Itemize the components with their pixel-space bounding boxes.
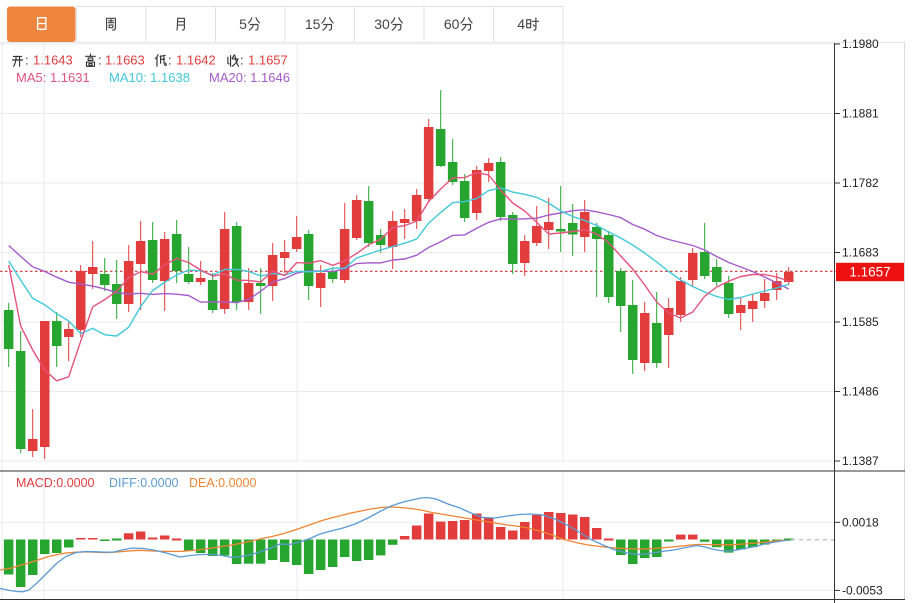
svg-text:DIFF:0.0000: DIFF:0.0000 xyxy=(109,476,179,490)
svg-text:1.1663: 1.1663 xyxy=(105,53,145,68)
svg-text:4: 4 xyxy=(517,16,525,32)
svg-text:1.1980: 1.1980 xyxy=(842,37,879,51)
svg-text:30: 30 xyxy=(374,16,390,32)
svg-text:-0.0053: -0.0053 xyxy=(842,584,883,598)
svg-text::: : xyxy=(240,53,244,68)
svg-text:MA10: 1.1638: MA10: 1.1638 xyxy=(109,70,190,85)
svg-text:1.1881: 1.1881 xyxy=(842,107,879,121)
svg-text:MACD:0.0000: MACD:0.0000 xyxy=(16,476,95,490)
svg-text:MA5: 1.1631: MA5: 1.1631 xyxy=(16,70,90,85)
svg-text:1.1643: 1.1643 xyxy=(33,53,73,68)
svg-text:0.0018: 0.0018 xyxy=(842,516,879,530)
svg-text:1.1782: 1.1782 xyxy=(842,176,879,190)
svg-text::: : xyxy=(25,53,29,68)
svg-text:15: 15 xyxy=(305,16,321,32)
svg-text:1.1683: 1.1683 xyxy=(842,246,879,260)
svg-text:DEA:0.0000: DEA:0.0000 xyxy=(189,476,256,490)
svg-text:60: 60 xyxy=(444,16,460,32)
svg-text:1.1585: 1.1585 xyxy=(842,315,879,329)
svg-text:MA20: 1.1646: MA20: 1.1646 xyxy=(209,70,290,85)
svg-text:1.1486: 1.1486 xyxy=(842,385,879,399)
svg-text:5: 5 xyxy=(239,16,247,32)
svg-text:1.1387: 1.1387 xyxy=(842,454,879,468)
svg-text:1.1657: 1.1657 xyxy=(248,53,288,68)
svg-text::: : xyxy=(168,53,172,68)
svg-text:1.1657: 1.1657 xyxy=(849,265,890,280)
svg-text:1.1642: 1.1642 xyxy=(176,53,216,68)
svg-text::: : xyxy=(98,53,102,68)
